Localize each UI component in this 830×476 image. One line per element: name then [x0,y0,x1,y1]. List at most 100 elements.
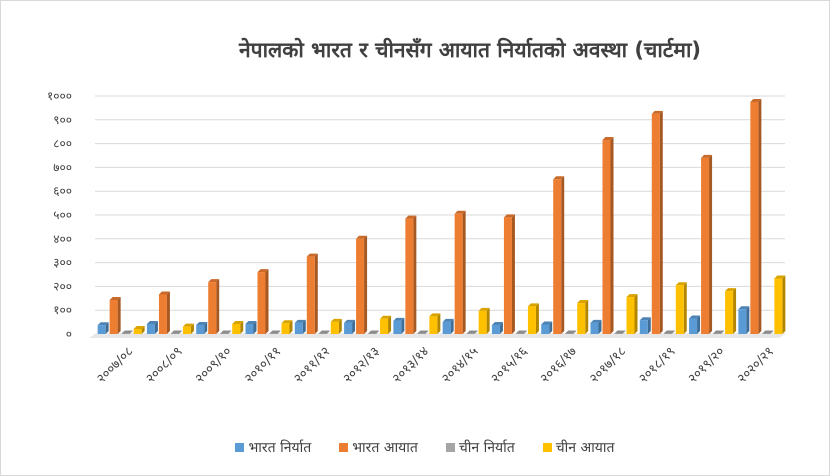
bar-top [701,154,713,158]
bar [614,333,623,335]
bar-side [216,279,220,334]
bar-top [245,321,257,325]
bar-top [306,253,318,257]
bar-top [590,319,602,323]
bar-side [413,215,417,334]
bar-top [565,330,577,334]
bar-top [762,330,774,334]
legend-swatch [542,443,552,452]
bar-top [614,330,626,334]
bar [762,333,771,335]
bar-top [725,288,737,292]
bar-side [314,253,318,334]
bar [429,316,438,334]
bar-side [178,330,182,334]
bar-side [376,330,380,334]
bar [541,324,550,334]
bar [602,140,611,334]
y-tick-label: १००० [47,89,72,103]
bar [356,238,365,334]
bar-side [647,317,651,334]
bar-top [541,321,553,325]
bar [626,297,635,334]
bar [774,278,783,334]
bar-side [499,321,503,334]
bar-top [356,235,368,239]
x-tick-label: २००७/०८ [94,344,137,387]
bar-top [269,330,281,334]
bar [318,333,327,335]
bar-top [478,307,490,311]
bar [442,321,451,334]
legend-swatch [235,443,245,452]
bar [527,306,536,334]
x-tick-label: २०१५/१६ [488,344,531,387]
bar [639,320,648,334]
bar [344,322,353,334]
bar [663,333,672,335]
bar-side [326,330,330,334]
bar-side [549,321,553,334]
bar-top [318,330,330,334]
bar-side [746,306,750,334]
bar [689,318,698,334]
bar-side [277,330,281,334]
bar-side [486,307,490,334]
bar-top [429,313,441,317]
bar-side [450,318,454,334]
bar-side [511,214,515,334]
x-tick-label: २०१८/१९ [636,344,678,386]
bar-side [141,326,145,334]
bar-top [454,210,466,214]
x-tick-label: २०१६/१७ [538,344,581,387]
bar-top [515,330,527,334]
bar [330,321,339,334]
legend-item: भारत आयात [339,438,418,457]
bar [553,179,562,334]
bar-top [97,322,109,326]
bar-top [368,330,380,334]
x-tick-label: २०१३/१४ [390,344,433,387]
bar [380,318,389,334]
bar [577,303,586,334]
bar-side [437,313,441,334]
bar-side [401,317,405,334]
bar [405,218,414,334]
bar [220,333,229,335]
x-tick-label: २००८/०९ [143,344,185,386]
y-tick-label: ६०० [53,184,72,198]
bar [281,323,290,334]
bar-side [561,176,565,334]
bar-side [364,235,368,334]
legend-item: भारत निर्यात [235,438,311,457]
legend-swatch [445,443,455,452]
bar [133,329,142,334]
bar-top [344,319,356,323]
bar-top [713,330,725,334]
bar [651,113,660,334]
bar [232,324,241,334]
bar-side [105,322,109,334]
bar [109,299,118,334]
bar [738,309,747,334]
x-tick-label: २०१२/१३ [341,344,383,386]
bar-top [170,330,182,334]
bar-top [503,214,515,218]
bar-top [738,306,750,310]
bar [515,333,524,335]
x-tick-label: २०१९/२० [686,344,728,386]
bar-side [425,330,429,334]
y-tick-label: ५०० [53,208,72,222]
bar-top [602,137,614,141]
bar-top [182,323,194,327]
bar [146,324,155,334]
bar-side [253,321,257,334]
bar-side [352,319,356,334]
bar-side [523,330,527,334]
x-tick-label: २०११/१२ [291,344,333,386]
bar-side [758,98,762,334]
bar-top [196,321,208,325]
bar-side [535,303,539,334]
bar-top [109,296,121,300]
y-tick-label: २०० [53,279,72,293]
